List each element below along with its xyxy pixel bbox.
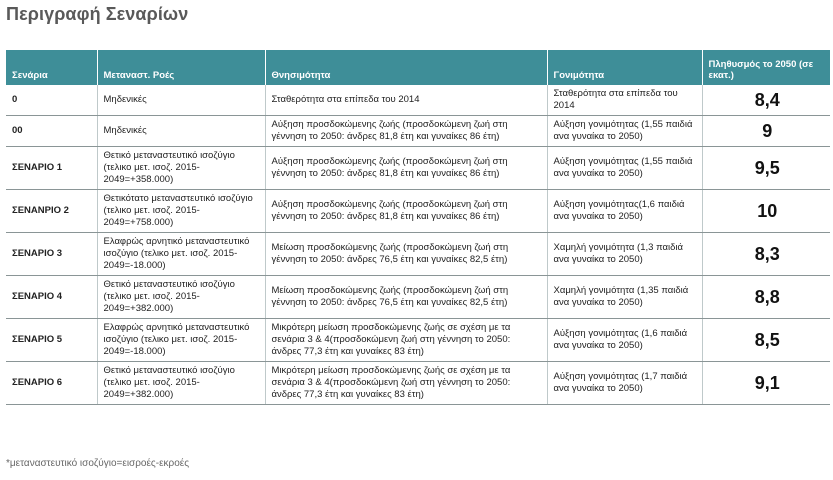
cell-migration: Ελαφρώς αρνητικό μεταναστευτικό ισοζύγιο… bbox=[96, 232, 265, 276]
table-header-row: Σενάρια Μεταναστ. Ροές Θνησιμότητα Γονιμ… bbox=[6, 50, 830, 85]
page-title: Περιγραφή Σεναρίων bbox=[6, 4, 189, 24]
cell-mortality: Αύξηση προσδοκώμενης ζωής (προσδοκώμενη … bbox=[264, 115, 547, 147]
cell-population: 8,4 bbox=[701, 85, 830, 116]
table-row: 0 Μηδενικές Σταθερότητα στα επίπεδα του … bbox=[6, 85, 830, 116]
cell-scenario: ΣΕΝΑΡΙΟ 6 bbox=[6, 361, 97, 405]
cell-scenario: 0 bbox=[6, 85, 97, 116]
header-mortality: Θνησιμότητα bbox=[264, 50, 547, 85]
cell-migration: Θετικότατο μεταναστευτικό ισοζύγιο (τελι… bbox=[96, 189, 265, 233]
cell-mortality: Αύξηση προσδοκώμενης ζωής (προσδοκώμενη … bbox=[264, 189, 547, 233]
cell-fertility: Αύξηση γονιμότητας (1,55 παιδιά ανα γυνα… bbox=[546, 146, 702, 190]
cell-population: 8,5 bbox=[701, 318, 830, 362]
cell-scenario: ΣΕΝΑΡΙΟ 3 bbox=[6, 232, 97, 276]
cell-scenario: ΣΕΝΑΝΡΙΟ 2 bbox=[6, 189, 97, 233]
table-row: ΣΕΝΑΡΙΟ 5 Ελαφρώς αρνητικό μεταναστευτικ… bbox=[6, 318, 830, 362]
cell-fertility: Αύξηση γονιμότητας(1,6 παιδιά ανα γυναίκ… bbox=[546, 189, 702, 233]
cell-mortality: Μείωση προσδοκώμενης ζωής (προσδοκώμενη … bbox=[264, 275, 547, 319]
cell-population: 9,5 bbox=[701, 146, 830, 190]
cell-mortality: Μικρότερη μείωση προσδοκώμενης ζωής σε σ… bbox=[264, 361, 547, 405]
table-row: ΣΕΝΑΡΙΟ 3 Ελαφρώς αρνητικό μεταναστευτικ… bbox=[6, 232, 830, 276]
cell-migration: Θετικό μεταναστευτικό ισοζύγιο (τελικο μ… bbox=[96, 361, 265, 405]
cell-migration: Θετικό μεταναστευτικό ισοζύγιο (τελικο μ… bbox=[96, 146, 265, 190]
cell-population: 8,3 bbox=[701, 232, 830, 276]
header-scenario: Σενάρια bbox=[6, 50, 97, 85]
header-fertility: Γονιμότητα bbox=[546, 50, 702, 85]
cell-fertility: Αύξηση γονιμότητας (1,6 παιδιά ανα γυναί… bbox=[546, 318, 702, 362]
scenarios-table: Σενάρια Μεταναστ. Ροές Θνησιμότητα Γονιμ… bbox=[6, 50, 830, 405]
header-migration: Μεταναστ. Ροές bbox=[96, 50, 265, 85]
header-population: Πληθυσμός το 2050 (σε εκατ.) bbox=[701, 50, 830, 85]
cell-scenario: 00 bbox=[6, 115, 97, 147]
cell-scenario: ΣΕΝΑΡΙΟ 1 bbox=[6, 146, 97, 190]
cell-fertility: Σταθερότητα στα επίπεδα του 2014 bbox=[546, 85, 702, 116]
cell-migration: Μηδενικές bbox=[96, 85, 265, 116]
cell-population: 10 bbox=[701, 189, 830, 233]
table-row: ΣΕΝΑΡΙΟ 4 Θετικό μεταναστευτικό ισοζύγιο… bbox=[6, 275, 830, 319]
cell-fertility: Αύξηση γονιμότητας (1,55 παιδιά ανα γυνα… bbox=[546, 115, 702, 147]
cell-mortality: Αύξηση προσδοκώμενης ζωής (προσδοκώμενη … bbox=[264, 146, 547, 190]
cell-population: 9 bbox=[701, 115, 830, 147]
cell-population: 8,8 bbox=[701, 275, 830, 319]
cell-migration: Ελαφρώς αρνητικό μεταναστευτικό ισοζύγιο… bbox=[96, 318, 265, 362]
cell-fertility: Αύξηση γονιμότητας (1,7 παιδιά ανα γυναί… bbox=[546, 361, 702, 405]
cell-migration: Μηδενικές bbox=[96, 115, 265, 147]
cell-mortality: Σταθερότητα στα επίπεδα του 2014 bbox=[264, 85, 547, 116]
cell-fertility: Χαμηλή γονιμότητα (1,35 παιδιά ανα γυναί… bbox=[546, 275, 702, 319]
table-row: 00 Μηδενικές Αύξηση προσδοκώμενης ζωής (… bbox=[6, 115, 830, 147]
cell-fertility: Χαμηλή γονιμότητα (1,3 παιδιά ανα γυναίκ… bbox=[546, 232, 702, 276]
cell-migration: Θετικό μεταναστευτικό ισοζύγιο (τελικο μ… bbox=[96, 275, 265, 319]
table-row: ΣΕΝΑΝΡΙΟ 2 Θετικότατο μεταναστευτικό ισο… bbox=[6, 189, 830, 233]
cell-mortality: Μικρότερη μείωση προσδοκώμενης ζωής σε σ… bbox=[264, 318, 547, 362]
cell-scenario: ΣΕΝΑΡΙΟ 4 bbox=[6, 275, 97, 319]
footnote: *μεταναστευτικό ισοζύγιο=εισροές-εκροές bbox=[6, 458, 190, 469]
cell-population: 9,1 bbox=[701, 361, 830, 405]
cell-scenario: ΣΕΝΑΡΙΟ 5 bbox=[6, 318, 97, 362]
cell-mortality: Μείωση προσδοκώμενης ζωής (προσδοκώμενη … bbox=[264, 232, 547, 276]
table-row: ΣΕΝΑΡΙΟ 6 Θετικό μεταναστευτικό ισοζύγιο… bbox=[6, 361, 830, 405]
table-row: ΣΕΝΑΡΙΟ 1 Θετικό μεταναστευτικό ισοζύγιο… bbox=[6, 146, 830, 190]
